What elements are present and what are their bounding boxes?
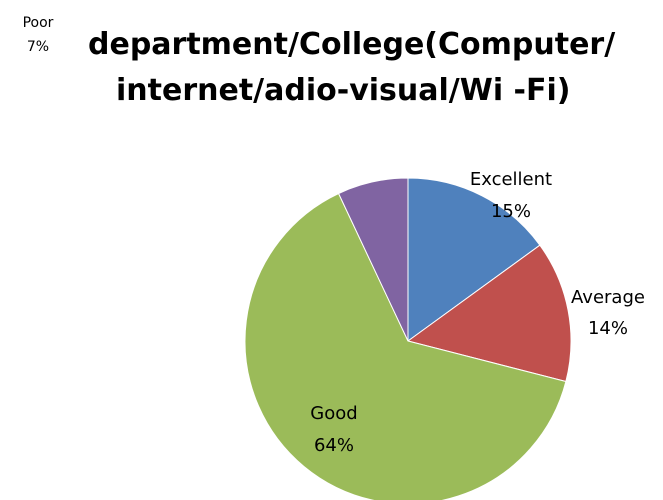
data-label-excellent-value: 15%: [491, 201, 531, 222]
data-label-good-value: 64%: [314, 435, 354, 456]
pie-slice-good: [244, 192, 567, 500]
data-label-average-value: 14%: [588, 318, 628, 339]
data-label-average-name: Average: [571, 287, 645, 308]
pie-slice-poor: [337, 177, 409, 342]
data-label-good-name: Good: [310, 403, 357, 424]
pie-data-labels: Excellent 15% Average 14% Good 64% Poor …: [23, 15, 645, 456]
chart-title-line-2: internet/adio-visual/Wi -Fi): [116, 73, 570, 108]
data-label-poor-name: Poor: [23, 15, 54, 31]
pie-slice-average: [406, 244, 572, 383]
data-label-poor-value: 7%: [27, 39, 49, 55]
pie-slice-excellent: [407, 177, 541, 342]
data-label-excellent-name: Excellent: [470, 169, 552, 190]
chart-title-line-1: department/College(Computer/: [88, 27, 615, 62]
pie-slices: [244, 177, 572, 500]
chart-title: department/College(Computer/ internet/ad…: [88, 27, 615, 108]
